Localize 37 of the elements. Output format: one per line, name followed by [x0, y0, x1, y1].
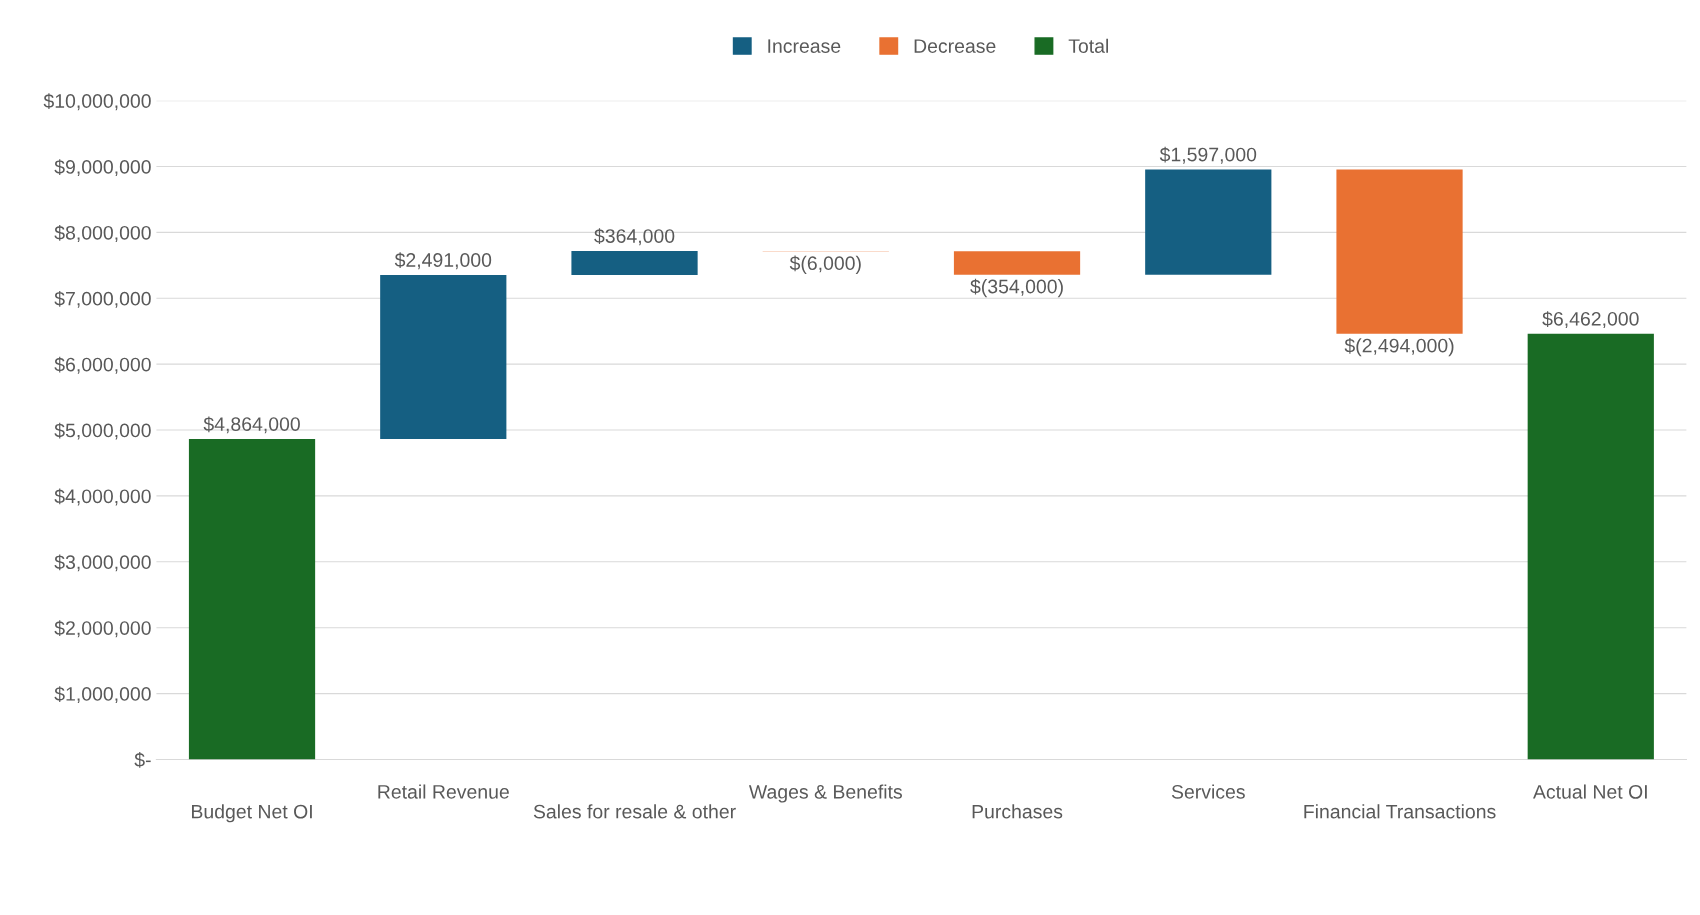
- bar: [188, 439, 316, 760]
- y-tick-label: $8,000,000: [54, 225, 151, 242]
- y-tick-label: $4,000,000: [54, 488, 151, 506]
- y-tick-label: $5,000,000: [54, 422, 151, 440]
- y-tick-label: $3,000,000: [54, 554, 151, 572]
- x-tick-label: Services: [1171, 784, 1245, 799]
- bar: [953, 251, 1081, 275]
- data-label: $2,491,000: [394, 252, 492, 270]
- x-tick-label: Financial Transactions: [1304, 804, 1496, 819]
- y-tick-label: $6,000,000: [54, 356, 151, 374]
- x-tick-label: Wages & Benefits: [748, 784, 902, 803]
- x-tick-label: Sales for resale & other: [533, 804, 736, 819]
- data-label: $4,864,000: [203, 416, 300, 434]
- data-label: $1,597,000: [1159, 146, 1257, 164]
- y-tick-label: $7,000,000: [54, 290, 151, 308]
- data-label: $(6,000): [789, 255, 861, 274]
- legend-label: Increase: [768, 39, 841, 53]
- y-tick-label: $9,000,000: [54, 159, 151, 177]
- bar: [1145, 169, 1272, 275]
- y-tick-label: $2,000,000: [54, 620, 151, 638]
- data-label: $(354,000): [970, 278, 1063, 298]
- bar: [1527, 333, 1654, 760]
- y-tick-label: $10,000,000: [43, 93, 151, 111]
- data-label: $6,462,000: [1542, 311, 1639, 329]
- x-tick-label: Budget Net OI: [192, 804, 312, 823]
- legend-label: Total: [1068, 38, 1108, 53]
- x-tick-label: Retail Revenue: [378, 784, 509, 799]
- x-tick-label: Purchases: [972, 804, 1063, 819]
- x-tick-label: Actual Net OI: [1533, 784, 1647, 799]
- data-label: $(2,494,000): [1344, 337, 1454, 357]
- y-tick-label: $1,000,000: [54, 686, 151, 704]
- y-tick-label: $-: [134, 752, 151, 768]
- bar: [1336, 169, 1463, 334]
- legend-label: Decrease: [914, 39, 996, 53]
- bar: [380, 274, 507, 440]
- data-label: $364,000: [594, 228, 675, 246]
- bar: [571, 250, 698, 275]
